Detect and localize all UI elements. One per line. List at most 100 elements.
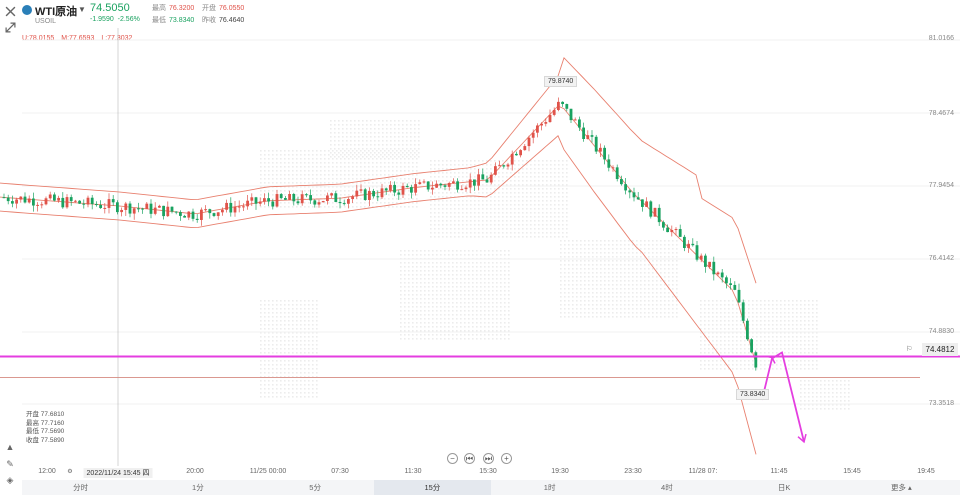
candle-body [405,185,409,188]
candle-body [397,192,401,195]
candle-body [40,204,44,206]
candle-body [552,110,556,115]
candle-body [237,206,241,208]
candle-body [221,209,224,213]
candle-body [137,208,140,210]
period-tab[interactable]: 日K [777,483,791,492]
time-label: 19:45 [917,468,935,475]
candle-body [737,289,741,303]
candle-body [149,203,153,214]
draw-pen-icon[interactable]: ✎ [6,458,14,469]
zoom-in-button[interactable]: + [501,453,512,464]
candle-body [158,205,161,208]
candle-body [233,206,237,213]
period-tab[interactable]: 4时 [661,483,673,492]
candle-body [19,196,23,200]
time-label: 23:30 [624,468,642,475]
high-price-tag: 79.8740 [544,76,578,87]
candle-body [422,181,426,183]
candle-body [494,166,497,175]
candle-body [120,209,123,213]
indicator-icon[interactable]: ▲ [5,442,15,452]
candle-body [431,187,434,190]
zoom-out-button[interactable]: − [447,453,458,464]
candle-body [653,207,657,217]
candle-body [624,184,627,191]
candle-body [523,146,527,151]
reset-view-button[interactable]: ⏮ [464,453,475,464]
candle-body [611,167,615,169]
period-tab[interactable]: 1时 [543,483,556,492]
candle-body [107,199,111,208]
candle-body [674,229,678,231]
candlestick-chart[interactable] [0,0,960,466]
candle-body [578,119,581,128]
chevron-down-icon[interactable]: ▼ [78,5,86,14]
candle-body [603,147,606,160]
candle-body [44,198,48,205]
candle-body [351,196,354,200]
symbol-code: USOIL [35,18,57,25]
boll-lower: L:77.3032 [101,35,133,42]
last-price: 74.5050 [90,2,130,14]
candle-body [704,255,707,267]
candle-body [326,195,329,202]
period-tab[interactable]: 1分 [192,483,204,492]
candle-body [128,203,132,214]
candle-body [288,194,291,200]
candle-body [246,200,249,207]
forward-button[interactable]: ⏭ [483,453,494,464]
price-change: -1.9590 -2.56% [90,16,140,23]
layers-icon[interactable]: ◈ [6,474,14,485]
candle-body [666,227,669,233]
candle-body [599,147,602,152]
candle-body [195,218,199,220]
candle-body [279,194,283,199]
candle-body [716,272,720,275]
bell-icon[interactable]: ⚐ [906,346,913,353]
period-tab[interactable]: 分时 [73,483,89,492]
candle-body [607,159,611,168]
candle-body [754,352,758,368]
close-icon[interactable] [3,4,18,19]
quote-prev-close: 昨收 76.4640 [202,17,245,24]
settings-icon[interactable]: ⚙ [67,469,73,475]
candle-body [179,212,182,216]
candle-body [544,122,548,124]
candle-body [229,202,233,213]
candle-body [678,229,682,237]
candle-body [641,199,644,207]
candle-body [628,190,632,193]
symbol-name[interactable]: WTI原油 [35,6,78,18]
candle-body [86,197,90,205]
candle-body [145,203,149,209]
candle-body [225,202,228,210]
candle-body [61,197,65,208]
candle-body [410,187,413,193]
candle-body [187,211,191,218]
candle-body [456,181,459,190]
candle-body [200,209,203,220]
candle-body [317,202,321,205]
candle-body [582,127,585,139]
candle-body [208,209,212,214]
price-axis-label: 77.9454 [928,182,954,189]
candle-body [502,165,506,167]
time-label: 11:45 [770,468,788,475]
candle-body [645,201,648,207]
more-periods-button[interactable]: 更多 ▴ [890,483,912,492]
candle-body [389,184,392,191]
period-tab[interactable]: 5分 [309,483,321,492]
candle-body [342,203,346,205]
period-tab-active[interactable]: 15分 [373,480,491,495]
candle-body [414,184,417,193]
candle-body [687,243,690,248]
candle-body [620,179,623,185]
candle-body [32,198,35,206]
candle-body [191,211,195,219]
price-axis-label: 78.4674 [928,110,954,117]
candle-body [116,202,119,213]
candle-body [48,194,52,199]
expand-icon[interactable] [3,20,18,35]
candle-body [691,243,695,246]
